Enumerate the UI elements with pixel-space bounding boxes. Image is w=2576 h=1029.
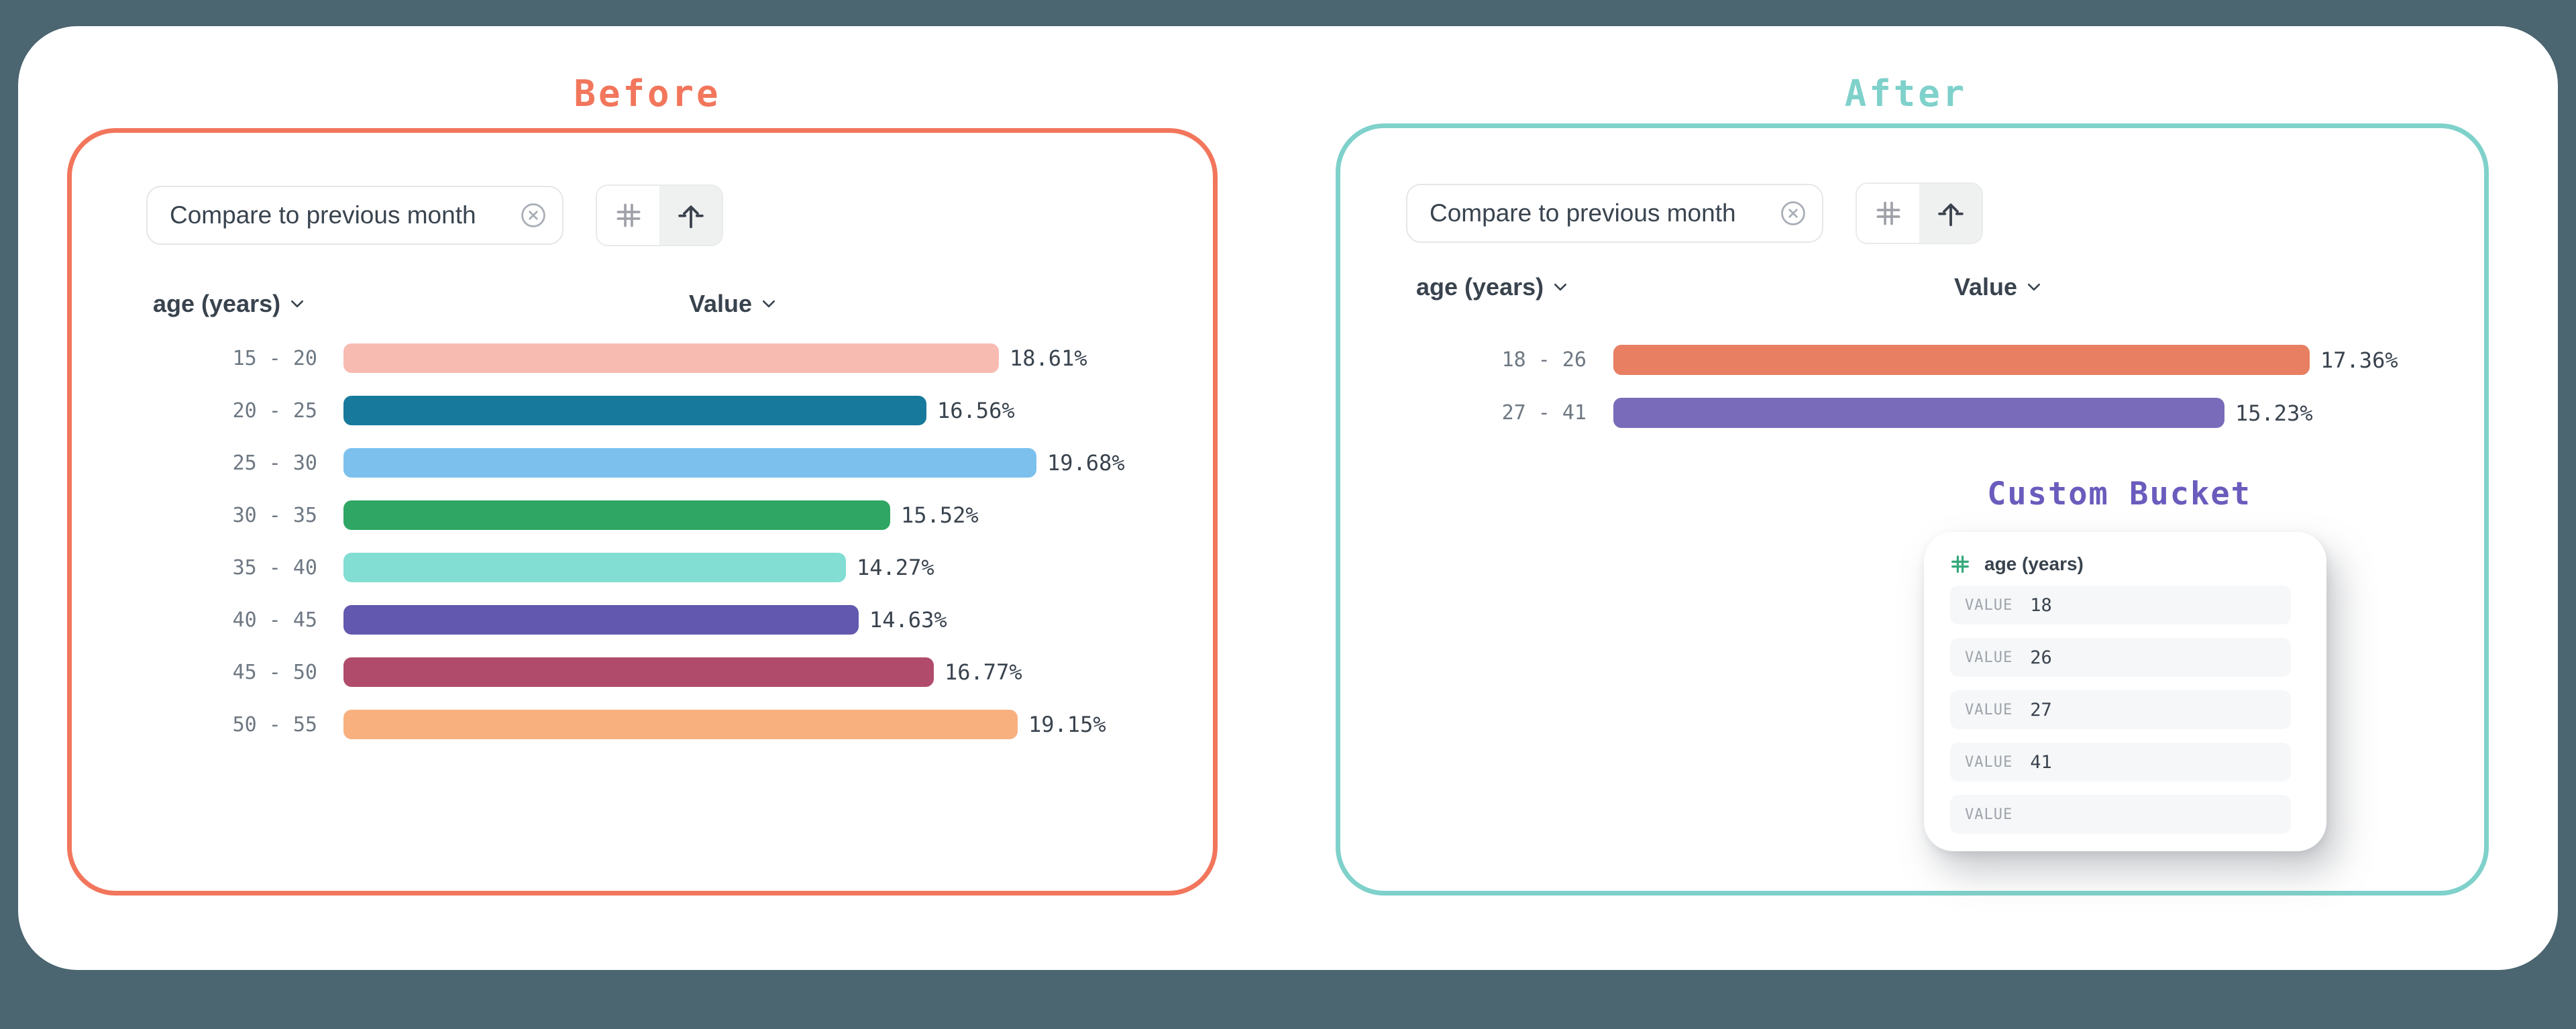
after-title: After [1844, 72, 1968, 115]
bar-value-label: 15.52% [901, 502, 979, 528]
chart-row: 18 - 26 17.36% [1340, 345, 2484, 375]
bar-value-label: 19.15% [1028, 712, 1106, 737]
hash-icon [1951, 555, 1969, 573]
before-panel: Compare to previous month a [67, 128, 1218, 896]
bar-value-label: 14.27% [857, 555, 934, 580]
category-column-header[interactable]: age (years) [153, 289, 305, 319]
bucket-value-field-label: VALUE [1965, 806, 2013, 823]
chart-row: 30 - 35 15.52% [72, 500, 1213, 530]
bar[interactable] [343, 396, 926, 425]
bar-value-label: 15.23% [2235, 400, 2313, 426]
main-card: Before After Compare to previous month [18, 26, 2558, 970]
category-label: 27 - 41 [1501, 401, 1587, 425]
compare-chip-label: Compare to previous month [170, 201, 476, 229]
bucket-value-field-label: VALUE [1965, 753, 2013, 771]
bar[interactable] [1613, 398, 2224, 428]
numeric-format-button[interactable] [597, 186, 659, 245]
arrow-up-icon [1937, 203, 1964, 227]
arrow-up-icon [678, 205, 704, 229]
x-circle-icon[interactable] [1779, 199, 1807, 227]
bucket-value-row[interactable]: VALUE 18 [1950, 586, 2291, 625]
chart-row: 50 - 55 19.15% [72, 710, 1213, 739]
before-title: Before [574, 72, 721, 115]
chevron-down-icon [291, 300, 304, 308]
custom-bucket-header: age (years) [1949, 549, 2084, 579]
value-format-toggle [1856, 182, 1983, 244]
x-circle-icon[interactable] [519, 201, 547, 229]
bar-value-label: 17.36% [2320, 347, 2398, 373]
bucket-value-input[interactable]: 18 [2030, 594, 2052, 616]
bucket-value-row[interactable]: VALUE 41 [1950, 743, 2291, 781]
category-label: 35 - 40 [232, 555, 317, 580]
category-label: 25 - 30 [232, 451, 317, 475]
bar[interactable] [343, 553, 846, 582]
bar-value-label: 16.77% [945, 659, 1022, 685]
bar[interactable] [343, 448, 1036, 478]
bar[interactable] [343, 605, 859, 635]
custom-bucket-title: Custom Bucket [1987, 476, 2251, 512]
chevron-down-icon [1554, 283, 1567, 291]
after-panel: Compare to previous month a [1336, 123, 2489, 896]
category-label: 45 - 50 [232, 660, 317, 684]
after-bar-chart: 18 - 26 17.36% 27 - 41 15.23% [1340, 345, 2484, 451]
chart-row: 40 - 45 14.63% [72, 605, 1213, 635]
hash-icon [616, 203, 640, 227]
before-bar-chart: 15 - 20 18.61% 20 - 25 16.56% 25 - 30 19.68% 3… [72, 343, 1213, 762]
bucket-value-list: VALUE 18 VALUE 26 VALUE 27 VALUE 41 VALUE [1950, 586, 2291, 847]
chart-row: 35 - 40 14.27% [72, 553, 1213, 582]
value-column-header[interactable]: Value [1954, 272, 2041, 302]
numeric-format-button[interactable] [1857, 184, 1919, 243]
bar-value-label: 18.61% [1010, 345, 1087, 371]
bucket-value-row[interactable]: VALUE 27 [1950, 690, 2291, 729]
hash-icon [1876, 201, 1900, 225]
bar[interactable] [343, 500, 890, 530]
bar-value-label: 14.63% [869, 607, 947, 633]
bar[interactable] [343, 710, 1018, 739]
compare-chip[interactable]: Compare to previous month [1406, 184, 1823, 243]
compare-chip-label: Compare to previous month [1430, 199, 1736, 227]
category-label: 50 - 55 [232, 712, 317, 737]
bar-value-label: 16.56% [937, 398, 1015, 423]
percent-format-button[interactable] [1919, 184, 1982, 243]
compare-chip[interactable]: Compare to previous month [146, 186, 564, 245]
value-column-label: Value [688, 290, 753, 317]
category-column-label: age (years) [153, 290, 281, 317]
bucket-field-name: age (years) [1984, 553, 2084, 574]
bucket-value-row[interactable]: VALUE [1950, 795, 2291, 834]
bar[interactable] [1613, 345, 2310, 375]
custom-bucket-card: age (years) VALUE 18 VALUE 26 VALUE 27 VALUE 41… [1924, 532, 2326, 851]
category-column-label: age (years) [1416, 273, 1544, 301]
bucket-value-row[interactable]: VALUE 26 [1950, 638, 2291, 677]
bar-value-label: 19.68% [1047, 450, 1125, 476]
category-label: 18 - 26 [1501, 348, 1587, 372]
chart-row: 20 - 25 16.56% [72, 396, 1213, 425]
value-column-header[interactable]: Value [689, 289, 776, 319]
value-format-toggle [596, 184, 723, 246]
category-label: 15 - 20 [232, 346, 317, 370]
bucket-value-field-label: VALUE [1965, 596, 2013, 614]
category-column-header[interactable]: age (years) [1416, 272, 1568, 302]
bar[interactable] [343, 657, 934, 687]
percent-format-button[interactable] [659, 186, 722, 245]
bucket-value-input[interactable]: 26 [2030, 647, 2052, 668]
value-column-label: Value [1953, 273, 2018, 301]
bucket-value-input[interactable]: 41 [2030, 751, 2052, 773]
category-label: 40 - 45 [232, 608, 317, 632]
bar[interactable] [343, 343, 999, 373]
bucket-value-input[interactable]: 27 [2030, 699, 2052, 720]
chart-row: 27 - 41 15.23% [1340, 398, 2484, 428]
chart-row: 25 - 30 19.68% [72, 448, 1213, 478]
bucket-value-field-label: VALUE [1965, 701, 2013, 718]
chevron-down-icon [763, 300, 775, 308]
chart-row: 15 - 20 18.61% [72, 343, 1213, 373]
chevron-down-icon [2028, 283, 2041, 291]
category-label: 20 - 25 [232, 398, 317, 423]
bucket-value-field-label: VALUE [1965, 649, 2013, 666]
chart-row: 45 - 50 16.77% [72, 657, 1213, 687]
category-label: 30 - 35 [232, 503, 317, 527]
